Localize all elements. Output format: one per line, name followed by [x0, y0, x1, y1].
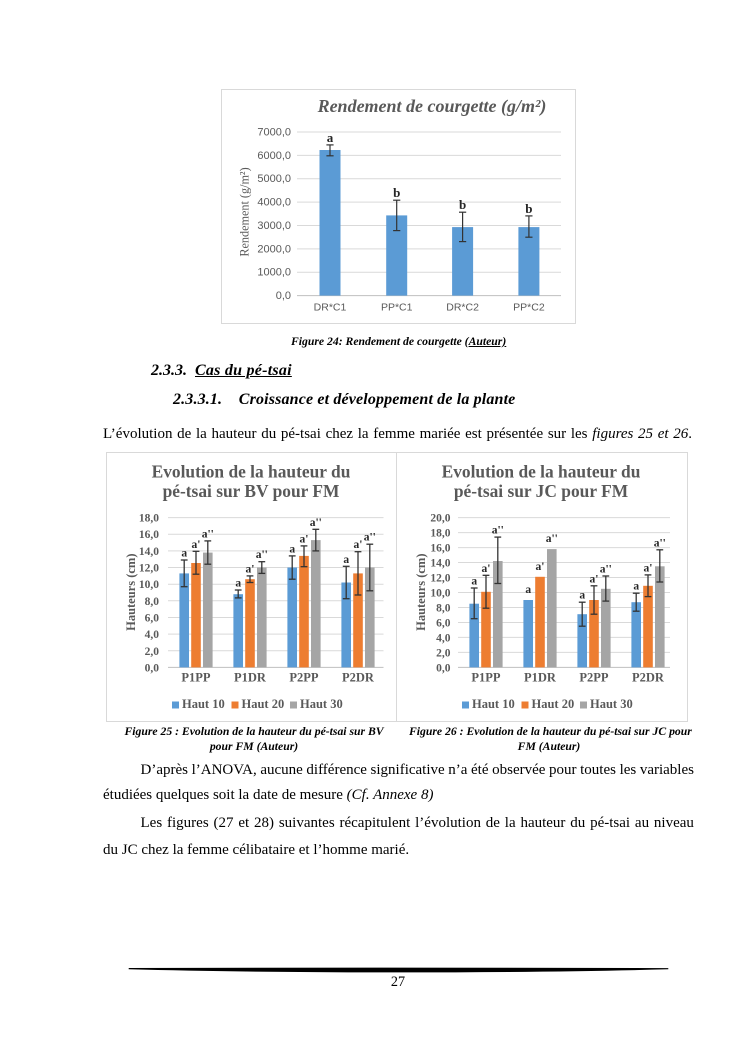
svg-text:a': a': [300, 533, 309, 545]
svg-text:a': a': [590, 573, 599, 585]
svg-text:a': a': [536, 561, 545, 573]
svg-text:10,0: 10,0: [430, 588, 450, 600]
svg-text:3000,0: 3000,0: [257, 220, 291, 232]
svg-text:a': a': [644, 562, 653, 574]
svg-text:P1PP: P1PP: [181, 671, 211, 685]
svg-text:a'': a'': [654, 537, 666, 549]
svg-text:16,0: 16,0: [430, 543, 450, 555]
svg-text:Haut 30: Haut 30: [590, 697, 633, 711]
svg-text:a: a: [633, 581, 639, 593]
svg-text:12,0: 12,0: [430, 573, 450, 585]
svg-text:a'': a'': [256, 549, 268, 561]
svg-text:Evolution de la hauteur du: Evolution de la hauteur du: [442, 462, 641, 482]
svg-text:Haut 20: Haut 20: [242, 697, 285, 711]
svg-text:DR*C2: DR*C2: [446, 301, 479, 313]
svg-text:a: a: [235, 578, 241, 590]
svg-text:b: b: [459, 197, 466, 212]
svg-text:a: a: [471, 576, 477, 588]
svg-text:a: a: [181, 548, 187, 560]
svg-text:a: a: [343, 554, 349, 566]
svg-text:a'': a'': [202, 528, 214, 540]
svg-text:8,0: 8,0: [145, 596, 160, 608]
svg-text:a'': a'': [600, 564, 612, 576]
svg-text:4,0: 4,0: [436, 632, 451, 644]
svg-text:Haut 10: Haut 10: [182, 697, 225, 711]
svg-text:P1DR: P1DR: [234, 671, 267, 685]
svg-text:1000,0: 1000,0: [257, 266, 291, 278]
svg-text:b: b: [525, 200, 532, 215]
svg-text:Hauteurs (cm): Hauteurs (cm): [414, 553, 428, 630]
svg-text:PP*C2: PP*C2: [513, 301, 545, 313]
svg-text:PP*C1: PP*C1: [381, 301, 413, 313]
svg-text:a': a': [354, 539, 363, 551]
svg-text:14,0: 14,0: [430, 558, 450, 570]
svg-text:a: a: [289, 543, 295, 555]
svg-text:Evolution de la hauteur du: Evolution de la hauteur du: [152, 462, 351, 482]
svg-text:b: b: [393, 185, 400, 200]
svg-text:10,0: 10,0: [139, 579, 159, 591]
svg-text:6000,0: 6000,0: [257, 149, 291, 161]
svg-text:a'': a'': [546, 533, 558, 545]
svg-text:16,0: 16,0: [139, 529, 159, 541]
svg-text:20,0: 20,0: [430, 513, 450, 525]
svg-text:P2PP: P2PP: [289, 671, 319, 685]
svg-text:Haut 10: Haut 10: [472, 697, 515, 711]
svg-text:Rendement de courgette (g/m²): Rendement de courgette (g/m²): [317, 96, 547, 117]
svg-text:6,0: 6,0: [145, 613, 160, 625]
svg-text:a': a': [482, 563, 491, 575]
svg-text:pé-tsai sur JC pour FM: pé-tsai sur JC pour FM: [454, 481, 628, 501]
svg-text:0,0: 0,0: [276, 290, 291, 302]
svg-text:P2DR: P2DR: [342, 671, 375, 685]
svg-text:Haut 20: Haut 20: [532, 697, 575, 711]
svg-text:DR*C1: DR*C1: [314, 301, 347, 313]
svg-text:4000,0: 4000,0: [257, 196, 291, 208]
svg-text:0,0: 0,0: [436, 662, 451, 674]
svg-text:P2DR: P2DR: [632, 671, 665, 685]
svg-text:a'': a'': [492, 525, 504, 537]
svg-text:8,0: 8,0: [436, 603, 451, 615]
svg-text:a: a: [579, 590, 585, 602]
svg-text:a: a: [327, 129, 334, 144]
svg-text:6,0: 6,0: [436, 618, 451, 630]
svg-text:5000,0: 5000,0: [257, 173, 291, 185]
svg-text:a': a': [192, 539, 201, 551]
svg-text:a'': a'': [310, 517, 322, 529]
svg-text:12,0: 12,0: [139, 563, 159, 575]
svg-text:18,0: 18,0: [430, 528, 450, 540]
svg-text:2000,0: 2000,0: [257, 243, 291, 255]
svg-text:18,0: 18,0: [139, 513, 159, 525]
svg-text:2,0: 2,0: [145, 646, 160, 658]
svg-text:Rendement (g/m²): Rendement (g/m²): [238, 167, 252, 256]
svg-text:Haut 30: Haut 30: [300, 697, 343, 711]
svg-text:4,0: 4,0: [145, 629, 160, 641]
svg-text:a'': a'': [364, 532, 376, 544]
svg-text:pé-tsai sur BV pour FM: pé-tsai sur BV pour FM: [163, 481, 340, 501]
svg-text:2,0: 2,0: [436, 647, 451, 659]
svg-text:a': a': [246, 563, 255, 575]
svg-text:0,0: 0,0: [145, 662, 160, 674]
svg-text:a: a: [525, 584, 531, 596]
svg-text:P1PP: P1PP: [471, 671, 501, 685]
svg-text:P2PP: P2PP: [579, 671, 609, 685]
svg-text:P1DR: P1DR: [524, 671, 557, 685]
svg-text:7000,0: 7000,0: [257, 126, 291, 138]
svg-text:14,0: 14,0: [139, 546, 159, 558]
svg-text:Hauteurs (cm): Hauteurs (cm): [124, 553, 138, 630]
